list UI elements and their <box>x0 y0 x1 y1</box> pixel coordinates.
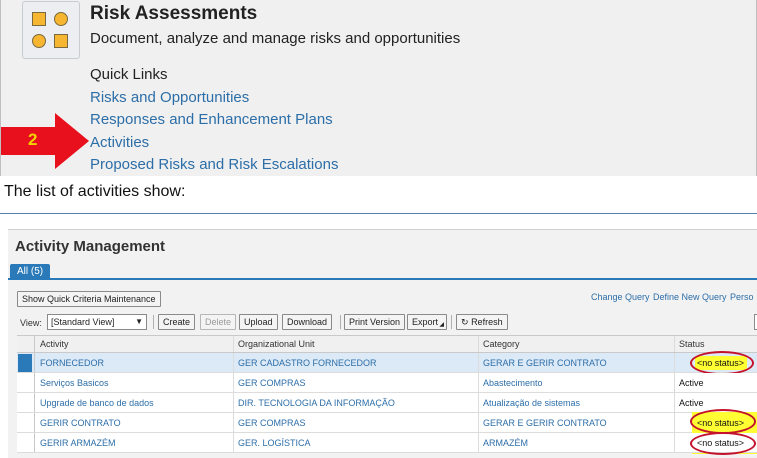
column-header-org-unit[interactable]: Organizational Unit <box>234 336 479 352</box>
category-cell[interactable]: Atualização de sistemas <box>479 393 675 412</box>
status-badge: <no status> <box>697 438 745 448</box>
download-button[interactable]: Download <box>282 314 333 330</box>
table-header: Activity Organizational Unit Category St… <box>17 335 757 353</box>
category-cell[interactable]: Abastecimento <box>479 373 675 392</box>
page-subtitle: Document, analyze and manage risks and o… <box>90 30 461 47</box>
column-header-status[interactable]: Status <box>679 339 705 349</box>
category-cell[interactable]: GERAR E GERIR CONTRATO <box>479 413 675 432</box>
toolbar-separator <box>153 315 154 329</box>
link-risks-and-opportunities[interactable]: Risks and Opportunities <box>90 89 250 106</box>
shapes-tile-icon[interactable] <box>22 1 80 59</box>
tab-all[interactable]: All (5) <box>10 264 51 279</box>
org-unit-cell[interactable]: GER. LOGÍSTICA <box>234 433 479 452</box>
table-row[interactable]: GERIR CONTRATO GER COMPRAS GERAR E GERIR… <box>17 409 757 454</box>
activity-cell[interactable]: GERIR CONTRATO <box>36 413 234 432</box>
square-shape <box>54 34 68 48</box>
refresh-label: Refresh <box>471 317 503 327</box>
show-quick-criteria-button[interactable]: Show Quick Criteria Maintenance <box>17 291 161 307</box>
table-row[interactable]: Upgrade de banco de dados DIR. TECNOLOGI… <box>17 393 757 413</box>
status-badge: <no status> <box>697 358 745 368</box>
create-button[interactable]: Create <box>158 314 196 330</box>
row-selector[interactable] <box>17 433 35 452</box>
link-activities[interactable]: Activities <box>90 134 150 151</box>
activity-cell[interactable]: Serviços Basicos <box>36 373 234 392</box>
settings-button[interactable] <box>754 314 757 330</box>
tab-strip <box>8 263 757 280</box>
circle-shape <box>54 12 68 26</box>
table-row[interactable]: FORNECEDOR GER CADASTRO FORNECEDOR GERAR… <box>17 351 757 375</box>
corner-arrow-icon: ◢ <box>439 322 445 328</box>
personalize-link[interactable]: Perso <box>730 292 754 302</box>
status-badge: <no status> <box>697 418 745 428</box>
org-unit-cell[interactable]: DIR. TECNOLOGIA DA INFORMAÇÃO <box>234 393 479 412</box>
print-version-button[interactable]: Print Version <box>344 314 406 330</box>
activity-cell[interactable]: GERIR ARMAZÉM <box>36 433 234 452</box>
row-selector[interactable] <box>17 353 35 372</box>
activity-management-title: Activity Management <box>15 238 166 255</box>
page-title: Risk Assessments <box>90 3 258 24</box>
upload-button[interactable]: Upload <box>239 314 278 330</box>
table-row[interactable]: GERIR ARMAZÉM GER. LOGÍSTICA ARMAZÉM <no… <box>17 432 757 455</box>
status-cell: <no status> <box>675 409 757 454</box>
row-selector[interactable] <box>17 373 35 392</box>
row-selector[interactable] <box>17 393 35 412</box>
status-badge: Active <box>679 398 704 408</box>
activity-cell[interactable]: FORNECEDOR <box>36 353 234 372</box>
view-label: View: <box>20 318 42 328</box>
activity-cell[interactable]: Upgrade de banco de dados <box>36 393 234 412</box>
toolbar-separator <box>340 315 341 329</box>
chevron-down-icon: ▼ <box>135 317 143 326</box>
divider <box>0 213 757 214</box>
org-unit-cell[interactable]: GER CADASTRO FORNECEDOR <box>234 353 479 372</box>
risk-assessments-panel: Risk Assessments Document, analyze and m… <box>0 0 757 176</box>
status-badge: Active <box>679 378 704 388</box>
quick-links-heading: Quick Links <box>90 66 168 83</box>
view-select-value: [Standard View] <box>51 317 115 327</box>
select-all-cell[interactable] <box>17 336 35 352</box>
link-responses-and-enhancement-plans[interactable]: Responses and Enhancement Plans <box>90 111 333 128</box>
category-cell[interactable]: GERAR E GERIR CONTRATO <box>479 353 675 372</box>
red-annotation-oval <box>690 432 756 455</box>
status-cell: <no status> <box>675 432 757 455</box>
table-row[interactable]: Serviços Basicos GER COMPRAS Abastecimen… <box>17 373 757 393</box>
export-label: Export <box>412 317 439 327</box>
toolbar-separator <box>451 315 452 329</box>
step-number: 2 <box>28 130 38 149</box>
org-unit-cell[interactable]: GER COMPRAS <box>234 413 479 432</box>
circle-shape <box>32 34 46 48</box>
view-select[interactable]: [Standard View] ▼ <box>47 314 147 330</box>
refresh-button[interactable]: ↻ Refresh <box>456 314 508 330</box>
square-shape <box>32 12 46 26</box>
export-button[interactable]: Export ◢ <box>407 314 448 330</box>
link-proposed-risks-and-escalations[interactable]: Proposed Risks and Risk Escalations <box>90 156 339 173</box>
column-header-activity[interactable]: Activity <box>36 336 234 352</box>
column-header-category[interactable]: Category <box>479 336 675 352</box>
red-arrow-icon: 2 <box>1 113 91 169</box>
status-cell: <no status> <box>675 351 757 375</box>
refresh-icon: ↻ <box>461 317 469 327</box>
row-selector[interactable] <box>17 413 35 432</box>
list-caption: The list of activities show: <box>4 183 186 200</box>
delete-button[interactable]: Delete <box>200 314 237 330</box>
org-unit-cell[interactable]: GER COMPRAS <box>234 373 479 392</box>
define-new-query-link[interactable]: Define New Query <box>653 292 727 302</box>
activity-management-panel: Activity Management All (5) Show Quick C… <box>8 229 757 458</box>
change-query-link[interactable]: Change Query <box>591 292 650 302</box>
category-cell[interactable]: ARMAZÉM <box>479 433 675 452</box>
